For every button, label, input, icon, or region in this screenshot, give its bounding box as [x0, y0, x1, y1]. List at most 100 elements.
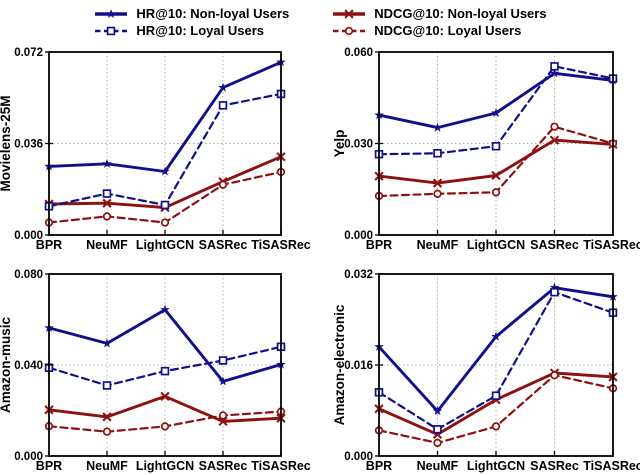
- x-tick-label: LightGCN: [467, 459, 525, 473]
- square-marker-icon: [491, 391, 501, 400]
- legend-item-square: HR@10: Loyal Users: [93, 23, 289, 38]
- x-tick-label: LightGCN: [136, 238, 194, 252]
- square-marker-icon: [550, 62, 559, 71]
- square-marker-icon: [160, 366, 170, 376]
- square-marker-icon: [218, 101, 228, 110]
- x-tick-label: NeuMF: [417, 238, 459, 252]
- x-tick-label: NeuMF: [86, 238, 128, 252]
- legend-item-star: HR@10: Non-loyal Users: [93, 6, 289, 21]
- x-tick-label: BPR: [366, 459, 392, 473]
- circle-marker-icon: [433, 189, 442, 198]
- x-tick-label: BPR: [366, 238, 392, 252]
- y-tick-label: 0.060: [344, 47, 373, 59]
- x-tick-label: BPR: [36, 459, 62, 473]
- x-tick-label: SASRec: [199, 238, 248, 252]
- x-tick-label: LightGCN: [467, 238, 525, 252]
- chart-svg: 0.000 0.036 0.072 BPR NeuMF LightGCN SASRec TiS…: [0, 47, 311, 252]
- y-tick-label: 0.080: [14, 269, 43, 281]
- x-marker-icon: [102, 412, 112, 422]
- circle-marker-icon: [218, 411, 228, 420]
- chart-svg: 0.000 0.030 0.060 BPR NeuMF LightGCN SASRec TiS…: [332, 47, 640, 252]
- x-tick-label: LightGCN: [136, 459, 194, 473]
- star-marker-icon: [95, 8, 128, 18]
- star-marker-icon: [106, 8, 117, 18]
- y-tick-label: 0.032: [344, 269, 373, 281]
- x-marker-icon: [491, 170, 501, 181]
- star-marker-icon: [491, 108, 501, 118]
- y-tick-label: 0.000: [14, 451, 43, 463]
- square-marker-icon: [107, 26, 116, 35]
- circle-marker-icon: [433, 438, 442, 448]
- legend-label: NDCG@10: Non-loyal Users: [374, 6, 547, 21]
- chart-legend: HR@10: Non-loyal Users NDCG@10: Non-loyal…: [0, 0, 640, 40]
- x-tick-label: NeuMF: [417, 459, 459, 473]
- circle-marker-icon: [102, 427, 112, 436]
- legend-label: HR@10: Non-loyal Users: [136, 6, 290, 21]
- x-tick-label: SASRec: [199, 459, 248, 473]
- x-tick-label: SASRec: [530, 459, 579, 473]
- legend-item-x: NDCG@10: Non-loyal Users: [331, 6, 547, 21]
- square-marker-icon: [218, 356, 228, 365]
- star-marker-icon: [432, 122, 443, 132]
- y-tick-label: 0.040: [14, 360, 43, 372]
- star-marker-icon: [160, 304, 170, 314]
- y-tick-label: 0.036: [14, 139, 43, 151]
- square-marker-icon: [433, 149, 442, 158]
- star-marker-icon: [218, 376, 228, 386]
- y-tick-label: 0.030: [344, 139, 373, 151]
- circle-marker-icon: [160, 422, 170, 431]
- star-marker-icon: [160, 166, 170, 176]
- x-marker-icon: [102, 198, 112, 208]
- y-tick-label: 0.000: [14, 230, 43, 242]
- square-marker-icon: [102, 381, 112, 390]
- y-tick-label: 0.072: [14, 47, 43, 59]
- y-axis-label: Amazon-electronic: [332, 304, 347, 425]
- x-tick-label: TiSASRec: [583, 238, 640, 252]
- x-marker-icon: [549, 135, 560, 145]
- series-line: [377, 291, 615, 431]
- chart-svg: 0.000 0.040 0.080 BPR NeuMF LightGCN SASRec TiS…: [0, 269, 311, 473]
- series-line: [47, 394, 283, 423]
- x-tick-label: SASRec: [530, 238, 579, 252]
- x-tick-label: NeuMF: [86, 459, 128, 473]
- chart-panel-amazon-music: 0.000 0.040 0.080 BPR NeuMF LightGCN SASRec TiS…: [0, 252, 320, 475]
- x-tick-label: TiSASRec: [251, 459, 311, 473]
- x-marker-icon: [344, 8, 354, 19]
- circle-marker-icon: [160, 218, 170, 227]
- x-marker-icon: [218, 416, 228, 427]
- circle-marker-icon: [333, 26, 366, 35]
- x-marker-icon: [160, 391, 170, 402]
- star-marker-icon: [491, 331, 501, 341]
- y-axis-label: Movielens-25M: [0, 95, 13, 191]
- circle-marker-icon: [345, 26, 354, 35]
- circle-marker-icon: [491, 422, 501, 431]
- star-marker-icon: [218, 82, 228, 92]
- square-marker-icon: [160, 200, 170, 210]
- y-tick-label: 0.000: [344, 451, 373, 463]
- x-marker-icon: [432, 178, 443, 188]
- x-tick-label: BPR: [36, 238, 62, 252]
- chart-panel-amazon-electronic: 0.000 0.016 0.032 BPR NeuMF LightGCN SASRec TiS…: [320, 252, 640, 475]
- square-marker-icon: [102, 189, 112, 198]
- y-axis-label: Yelp: [332, 130, 347, 158]
- chart-grid: 0.000 0.036 0.072 BPR NeuMF LightGCN SASRec TiS…: [0, 40, 640, 475]
- chart-panel-yelp: 0.000 0.030 0.060 BPR NeuMF LightGCN SASRec TiS…: [320, 40, 640, 252]
- star-marker-icon: [549, 68, 560, 78]
- circle-marker-icon: [491, 188, 501, 197]
- square-marker-icon: [491, 141, 501, 151]
- legend-item-circle: NDCG@10: Loyal Users: [331, 23, 546, 38]
- legend-label: HR@10: Loyal Users: [136, 23, 264, 38]
- x-tick-label: TiSASRec: [251, 238, 311, 252]
- circle-marker-icon: [550, 122, 559, 131]
- y-tick-label: 0.016: [344, 360, 373, 372]
- circle-marker-icon: [218, 180, 228, 189]
- star-marker-icon: [549, 282, 560, 292]
- x-marker-icon: [333, 8, 366, 19]
- y-axis-label: Amazon-music: [0, 317, 13, 414]
- star-marker-icon: [102, 158, 112, 168]
- circle-marker-icon: [102, 212, 112, 221]
- chart-panel-movielens-25m: 0.000 0.036 0.072 BPR NeuMF LightGCN SASRec TiS…: [0, 40, 320, 252]
- circle-marker-icon: [550, 371, 559, 380]
- legend-label: NDCG@10: Loyal Users: [374, 23, 522, 38]
